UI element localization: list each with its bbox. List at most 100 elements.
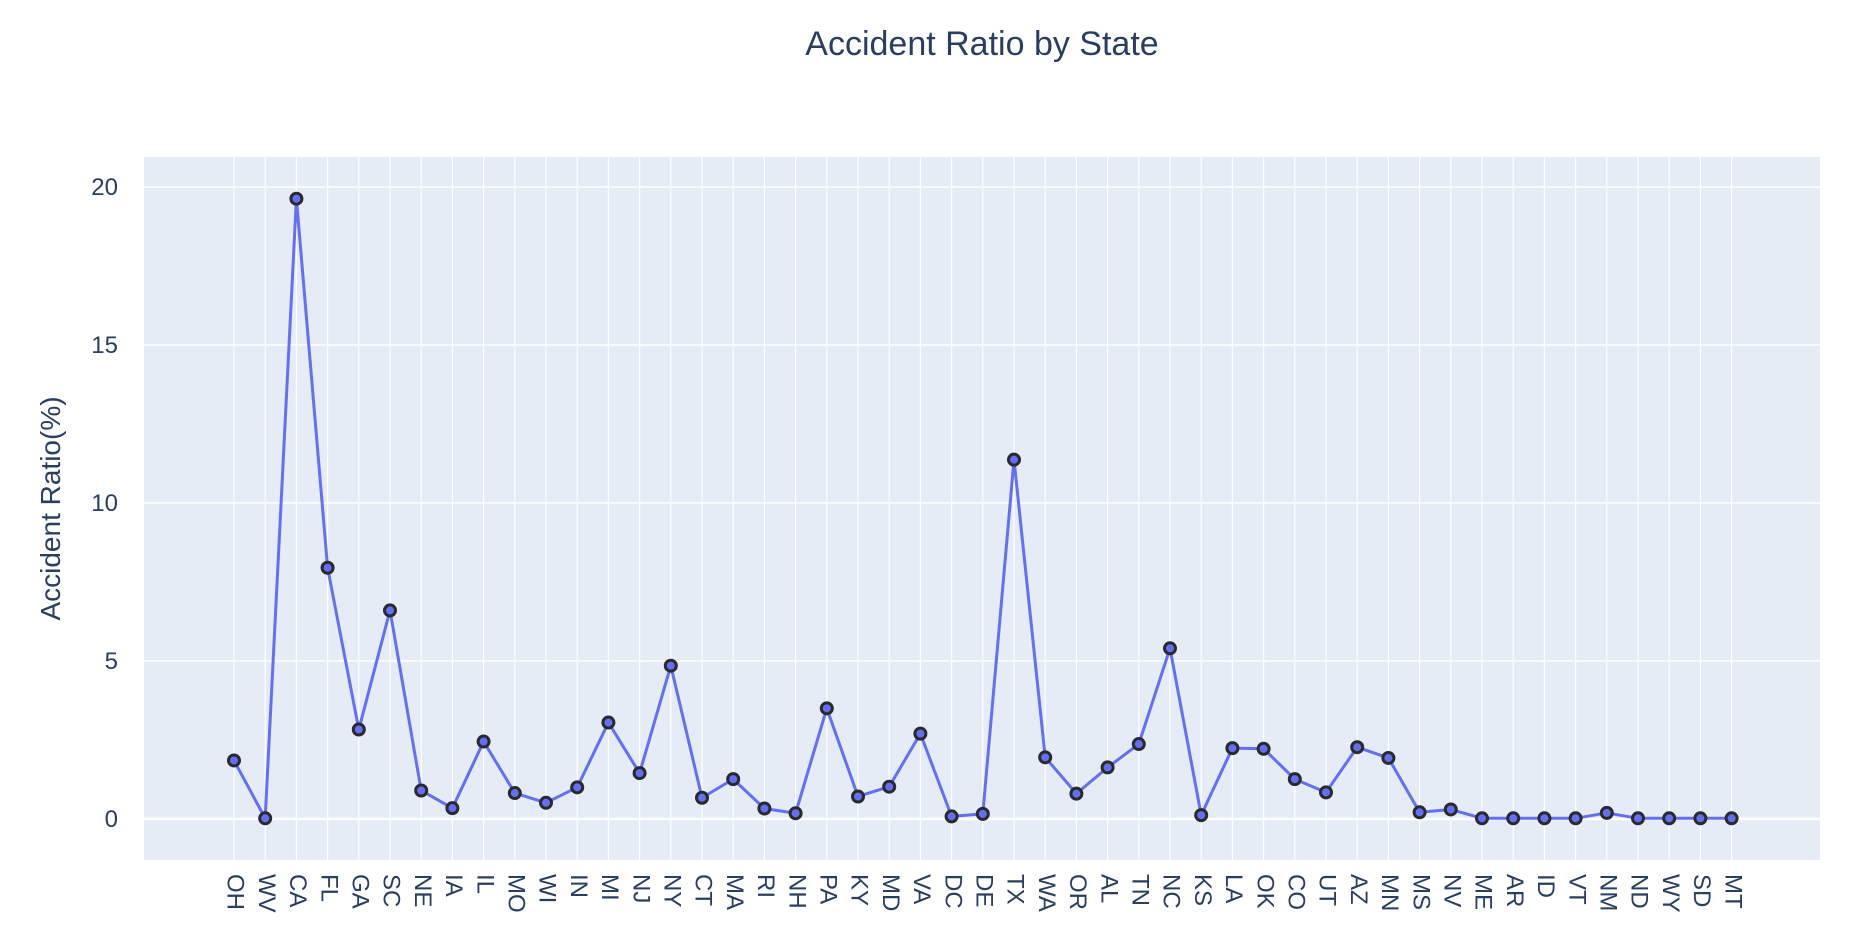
data-point bbox=[227, 753, 241, 768]
x-tick-label: NH bbox=[783, 874, 810, 909]
data-point bbox=[1163, 641, 1177, 656]
data-point bbox=[788, 806, 803, 821]
data-point bbox=[819, 701, 834, 716]
x-tick-label: ID bbox=[1532, 874, 1559, 898]
data-point bbox=[601, 715, 616, 730]
x-tick-label: SD bbox=[1688, 874, 1715, 907]
data-point bbox=[975, 806, 990, 821]
y-axis-title: Accident Ratio(%) bbox=[35, 396, 66, 620]
data-point bbox=[1007, 452, 1021, 467]
x-tick-label: WA bbox=[1033, 874, 1060, 912]
x-tick-label: WY bbox=[1657, 874, 1684, 913]
x-tick-label: VT bbox=[1563, 874, 1590, 905]
data-point bbox=[1350, 740, 1365, 755]
data-point bbox=[1537, 811, 1552, 826]
data-point bbox=[507, 786, 522, 801]
x-tick-label: AL bbox=[1095, 874, 1122, 903]
data-point bbox=[1225, 741, 1240, 756]
x-tick-label: AR bbox=[1501, 874, 1528, 907]
data-point bbox=[539, 795, 553, 810]
x-tick-label: MD bbox=[877, 874, 904, 911]
data-point bbox=[726, 772, 741, 787]
x-tick-labels: OH WV CA FL GA SC NE IA IL MO WI IN MI NJ NY CT MA RI NH PA… bbox=[222, 874, 1747, 913]
data-point bbox=[1693, 811, 1708, 826]
data-point bbox=[1381, 750, 1396, 765]
data-point bbox=[632, 766, 647, 781]
x-tick-label: MI bbox=[596, 874, 623, 901]
x-tick-label: IN bbox=[565, 874, 592, 898]
x-tick-label: MT bbox=[1719, 874, 1746, 909]
data-point bbox=[882, 779, 897, 794]
chart-title: Accident Ratio by State bbox=[805, 25, 1158, 63]
x-tick-label: OK bbox=[1251, 874, 1278, 909]
data-point bbox=[1506, 811, 1521, 826]
x-tick-label: VA bbox=[908, 874, 935, 904]
data-point bbox=[1568, 811, 1583, 826]
x-tick-label: MN bbox=[1376, 874, 1403, 911]
x-tick-label: IL bbox=[471, 874, 498, 894]
data-point bbox=[1631, 811, 1645, 826]
x-tick-label: MS bbox=[1407, 874, 1434, 910]
x-tick-label: MA bbox=[721, 874, 748, 910]
data-point bbox=[1443, 802, 1458, 817]
data-point bbox=[1287, 772, 1302, 787]
x-tick-label: CO bbox=[1282, 874, 1309, 910]
data-point bbox=[1256, 741, 1271, 756]
data-point bbox=[1100, 760, 1115, 775]
x-gridlines bbox=[233, 157, 1733, 860]
x-tick-label: PA bbox=[814, 874, 841, 904]
data-point bbox=[570, 780, 585, 795]
x-tick-label: NE bbox=[409, 874, 436, 907]
x-tick-label: OH bbox=[222, 874, 249, 910]
x-tick-label: CT bbox=[690, 874, 717, 906]
data-point bbox=[414, 783, 429, 798]
y-tick-label: 10 bbox=[91, 490, 118, 517]
data-point bbox=[445, 801, 460, 816]
x-tick-label: SC bbox=[378, 874, 405, 907]
data-point bbox=[1724, 811, 1739, 826]
x-tick-label: WV bbox=[253, 874, 280, 913]
x-tick-label: NJ bbox=[627, 874, 654, 903]
y-tick-label: 20 bbox=[91, 174, 118, 201]
x-tick-label: DC bbox=[939, 874, 966, 909]
x-tick-label: FL bbox=[315, 874, 342, 902]
data-point bbox=[1069, 786, 1084, 801]
data-point bbox=[757, 801, 772, 816]
data-point bbox=[1412, 805, 1427, 820]
x-tick-label: DE bbox=[970, 874, 997, 907]
y-tick-label: 15 bbox=[91, 332, 118, 359]
data-point bbox=[1131, 737, 1146, 752]
data-point bbox=[1038, 750, 1053, 765]
data-point bbox=[258, 811, 273, 826]
data-point bbox=[289, 191, 304, 206]
x-tick-label: TN bbox=[1126, 874, 1153, 906]
x-tick-label: UT bbox=[1314, 874, 1341, 906]
x-tick-label: WI bbox=[534, 874, 561, 903]
x-tick-label: OR bbox=[1064, 874, 1091, 910]
data-point bbox=[476, 734, 491, 749]
x-tick-label: GA bbox=[346, 874, 373, 909]
data-point bbox=[1475, 811, 1489, 826]
data-point bbox=[351, 722, 366, 737]
data-point bbox=[944, 809, 959, 824]
y-tick-labels: 0 5 10 15 20 bbox=[91, 174, 118, 833]
x-tick-label: MO bbox=[502, 874, 529, 913]
x-tick-label: AZ bbox=[1345, 874, 1372, 905]
y-tick-label: 5 bbox=[105, 648, 118, 675]
x-tick-label: KY bbox=[846, 874, 873, 906]
x-tick-label: IA bbox=[440, 874, 467, 897]
data-point bbox=[663, 658, 678, 673]
x-tick-label: CA bbox=[284, 874, 311, 907]
x-tick-label: NY bbox=[658, 874, 685, 907]
x-tick-label: ND bbox=[1626, 874, 1653, 909]
plot-area bbox=[144, 157, 1820, 860]
x-tick-label: NV bbox=[1438, 874, 1465, 907]
data-point bbox=[695, 790, 709, 805]
x-tick-label: ME bbox=[1470, 874, 1497, 910]
x-tick-label: RI bbox=[752, 874, 779, 898]
data-point bbox=[383, 603, 397, 618]
data-point bbox=[1662, 811, 1677, 826]
data-point bbox=[1194, 808, 1209, 823]
x-tick-label: KS bbox=[1189, 874, 1216, 906]
